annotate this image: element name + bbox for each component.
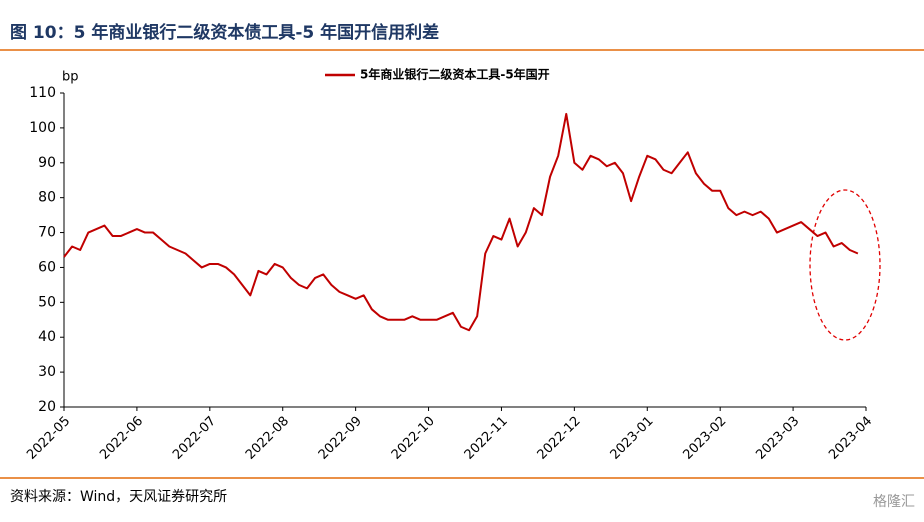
x-tick-label: 2022-05	[24, 414, 73, 463]
x-tick-label: 2022-12	[535, 414, 584, 463]
watermark: 格隆汇	[873, 494, 915, 510]
source: 资料来源：Wind，天风证券研究所	[10, 489, 227, 505]
y-tick-label: 20	[38, 399, 56, 415]
y-tick-label: 60	[38, 259, 56, 275]
x-tick-label: 2022-06	[97, 414, 146, 463]
highlight-ellipse	[809, 189, 881, 341]
x-tick-label: 2022-10	[389, 414, 438, 463]
y-tick-label: 80	[38, 190, 56, 206]
x-tick-label: 2022-09	[316, 414, 365, 463]
y-tick-label: 50	[38, 294, 56, 310]
x-tick-label: 2022-08	[243, 414, 292, 463]
title: 图 10：5 年商业银行二级资本债工具-5 年国开信用利差	[10, 22, 439, 43]
x-tick-label: 2023-02	[680, 414, 729, 463]
y-tick-label: 100	[29, 120, 56, 136]
legend-label: 5年商业银行二级资本工具-5年国开	[360, 67, 550, 82]
x-tick-label: 2022-07	[170, 414, 219, 463]
x-tick-label: 2023-04	[826, 414, 875, 463]
x-tick-label: 2022-11	[462, 414, 511, 463]
series-line	[63, 112, 859, 332]
x-tick-label: 2023-01	[608, 414, 657, 463]
y-tick-label: 110	[29, 85, 56, 101]
y-tick-label: 30	[38, 364, 56, 380]
x-tick-label: 2023-03	[753, 414, 802, 463]
y-tick-label: 40	[38, 329, 56, 345]
y-unit: bp	[62, 70, 79, 85]
y-tick-label: 90	[38, 155, 56, 171]
y-tick-label: 70	[38, 225, 56, 241]
